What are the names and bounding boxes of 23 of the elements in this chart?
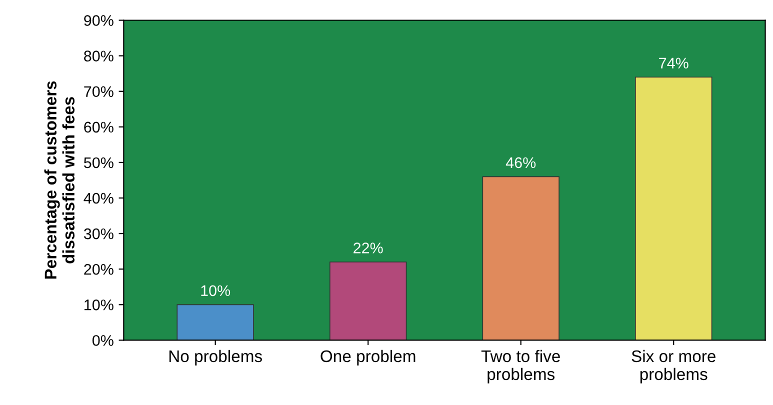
bar: [329, 262, 407, 340]
y-tick-label: 20%: [84, 264, 114, 275]
y-tick-label: 50%: [84, 157, 114, 168]
y-tick-label: 60%: [84, 122, 114, 133]
data-label: 46%: [506, 157, 536, 168]
bar: [176, 304, 254, 340]
bar: [635, 76, 712, 340]
y-tick-label: 10%: [84, 300, 114, 310]
x-tick-label: One problem: [320, 350, 416, 366]
y-tick-label: 0%: [92, 335, 114, 346]
y-tick-label: 70%: [84, 86, 114, 98]
x-tick-label: Six or more problems: [632, 350, 716, 384]
data-label: 74%: [659, 58, 688, 68]
bar: [482, 176, 560, 340]
data-label: 10%: [201, 285, 230, 296]
x-tick-label: No problems: [169, 350, 262, 366]
data-label: 22%: [354, 242, 383, 254]
y-tick-label: 90%: [84, 15, 114, 26]
y-tick-label: 30%: [84, 228, 114, 240]
y-axis-title: Percentage of customers dissatisfied with fees: [44, 81, 75, 279]
x-tick-label: Two to five problems: [481, 350, 560, 384]
y-tick-label: 40%: [84, 192, 114, 204]
y-tick-label: 80%: [84, 50, 114, 62]
